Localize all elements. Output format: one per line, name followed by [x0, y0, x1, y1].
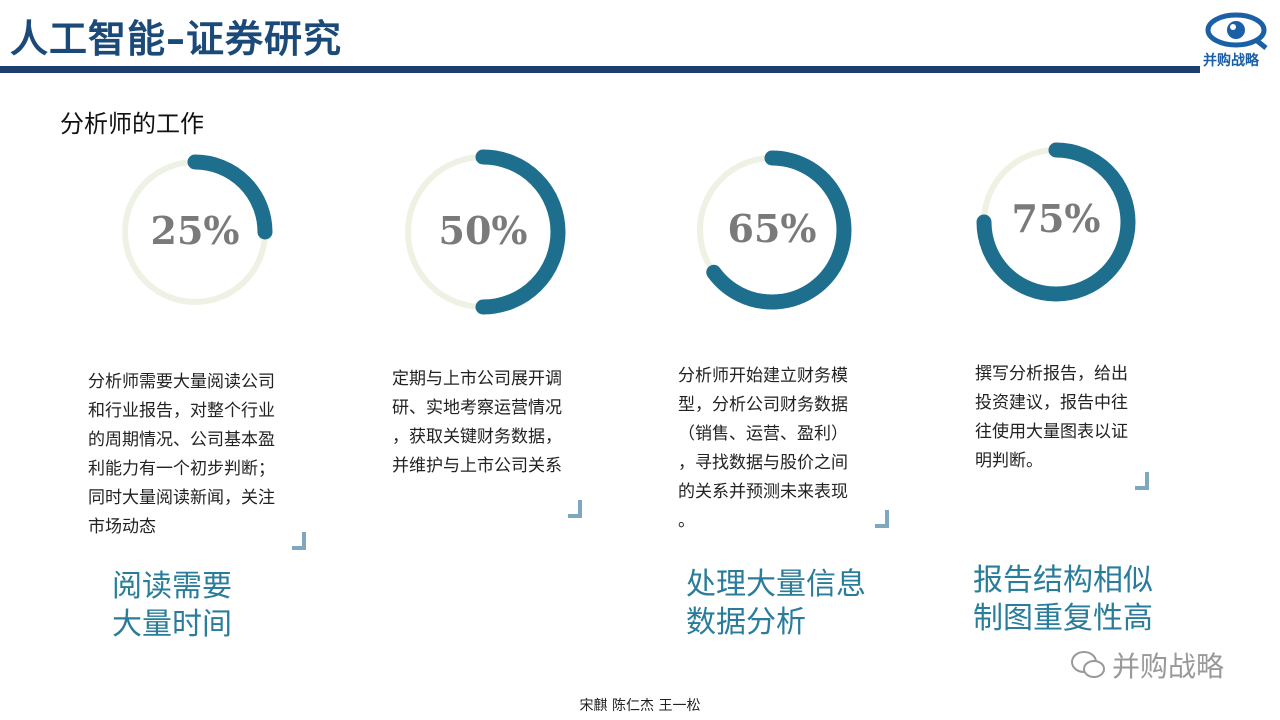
description-line: 研、实地考察运营情况	[392, 398, 562, 418]
description-line: 定期与上市公司展开调	[392, 369, 562, 389]
eye-logo-icon	[1205, 12, 1268, 50]
corner-bracket	[292, 532, 306, 550]
description-line: 分析师开始建立财务模	[678, 366, 848, 386]
description-line: 往使用大量图表以证	[975, 422, 1128, 442]
description-line: 并维护与上市公司关系	[392, 456, 562, 476]
description-line: 分析师需要大量阅读公司	[88, 372, 275, 392]
description-line: 投资建议，报告中往	[975, 393, 1128, 413]
description-line: 的关系并预测未来表现	[678, 482, 848, 502]
highlight-line: 数据分析	[686, 605, 806, 640]
highlight-line: 制图重复性高	[973, 601, 1153, 636]
description-line: 的周期情况、公司基本盈	[88, 430, 275, 450]
description-line: ，寻找数据与股价之间	[678, 453, 848, 473]
highlight-heading: 阅读需要 大量时间	[112, 568, 232, 644]
header-rule	[0, 66, 1200, 73]
page-title: 人工智能–证券研究	[10, 17, 343, 61]
corner-bracket	[1135, 472, 1149, 490]
description-line: 和行业报告，对整个行业	[88, 401, 275, 421]
ring-progress-arc	[187, 154, 273, 240]
description-line: 明判断。	[975, 451, 1043, 471]
description-line: 同时大量阅读新闻，关注	[88, 488, 275, 508]
highlight-heading: 报告结构相似 制图重复性高	[973, 562, 1153, 638]
card-description: 分析师需要大量阅读公司 和行业报告，对整个行业 的周期情况、公司基本盈 利能力有一个初…	[88, 368, 318, 542]
description-line: 型，分析公司财务数据	[678, 395, 848, 415]
description-line: 市场动态	[88, 517, 156, 537]
watermark: 并购战略	[1070, 645, 1224, 685]
highlight-line: 大量时间	[112, 607, 232, 642]
description-line: 。	[678, 511, 695, 531]
highlight-line: 处理大量信息	[686, 567, 866, 602]
description-line: 利能力有一个初步判断；	[88, 459, 275, 479]
description-line: （销售、运营、盈利）	[678, 424, 848, 444]
ring-progress-arc	[706, 150, 852, 310]
card-description: 分析师开始建立财务模 型，分析公司财务数据 （销售、运营、盈利） ，寻找数据与股价之间…	[678, 362, 908, 536]
progress-ring	[976, 142, 1136, 302]
description-line: 撰写分析报告，给出	[975, 364, 1128, 384]
watermark-text: 并购战略	[1112, 650, 1225, 683]
highlight-line: 报告结构相似	[973, 563, 1153, 598]
wechat-icon	[1071, 651, 1105, 678]
progress-ring	[122, 154, 273, 305]
progress-ring	[405, 149, 566, 315]
description-line: ，获取关键财务数据，	[392, 427, 562, 447]
card-description: 撰写分析报告，给出 投资建议，报告中往 往使用大量图表以证 明判断。	[975, 360, 1205, 476]
logo-text: 并购战略	[1203, 53, 1259, 69]
percent-label: 50%	[438, 208, 528, 253]
section-subtitle: 分析师的工作	[60, 110, 204, 138]
percent-label: 65%	[727, 206, 817, 251]
corner-bracket	[875, 510, 889, 528]
corner-bracket	[568, 500, 582, 518]
ring-progress-arc	[976, 142, 1136, 302]
footer-authors: 宋麒 陈仁杰 王一松	[579, 698, 701, 714]
percent-label: 75%	[1011, 196, 1101, 241]
card-description: 定期与上市公司展开调 研、实地考察运营情况 ，获取关键财务数据， 并维护与上市公司关系	[392, 365, 622, 481]
highlight-heading: 处理大量信息 数据分析	[686, 566, 866, 642]
progress-ring	[697, 150, 852, 310]
percent-label: 25%	[150, 208, 240, 253]
highlight-line: 阅读需要	[112, 569, 232, 604]
ring-progress-arc	[475, 149, 566, 315]
